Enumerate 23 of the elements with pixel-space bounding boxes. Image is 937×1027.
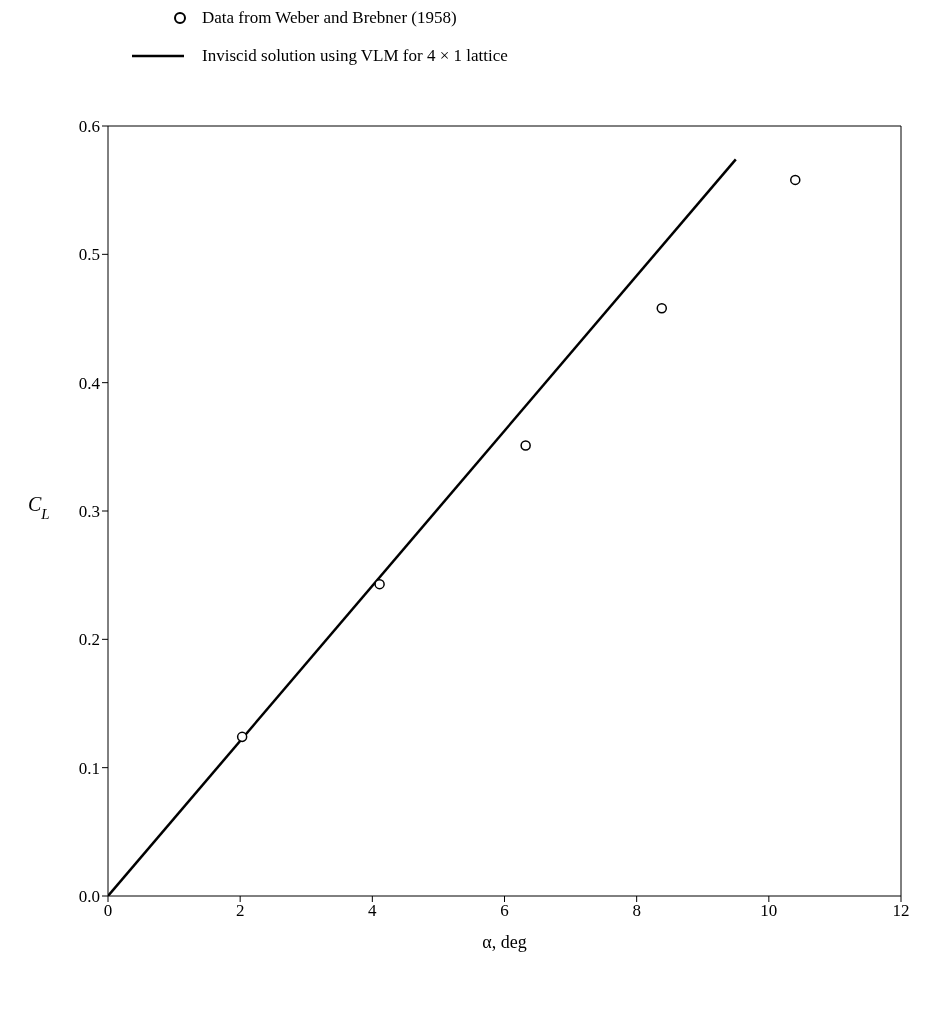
y-tick-label: 0.4 xyxy=(78,373,101,393)
point xyxy=(656,302,668,314)
x-tick-label: 8 xyxy=(632,901,641,921)
y-tick-label: 0.2 xyxy=(78,630,100,650)
legend-label: Data from Weber and Brebner (1958) xyxy=(202,8,457,28)
point xyxy=(374,578,385,590)
x-tick-label: 0 xyxy=(103,901,113,921)
point xyxy=(520,440,531,451)
y-tick-label: 0.1 xyxy=(78,758,100,778)
y-axis-title: C$_{L}$ xyxy=(28,493,50,522)
x-tick-label: 4 xyxy=(368,901,378,921)
y-tick-label: 0.6 xyxy=(78,117,100,137)
x-tick-label: 6 xyxy=(500,901,509,921)
legend-label: Inviscid solution using VLM for 4 × 1 lattice xyxy=(202,46,508,66)
x-tick-label: 12 xyxy=(892,901,910,921)
y-tick-label: 0.5 xyxy=(78,245,100,265)
x-tick-label: 10 xyxy=(760,901,778,921)
y-tick-label: 0.0 xyxy=(78,887,100,907)
x-axis-title: α, deg xyxy=(482,932,527,952)
x-tick-label: 2 xyxy=(235,901,245,921)
point xyxy=(236,731,248,743)
point xyxy=(790,174,801,186)
y-tick-label: 0.3 xyxy=(78,502,100,522)
